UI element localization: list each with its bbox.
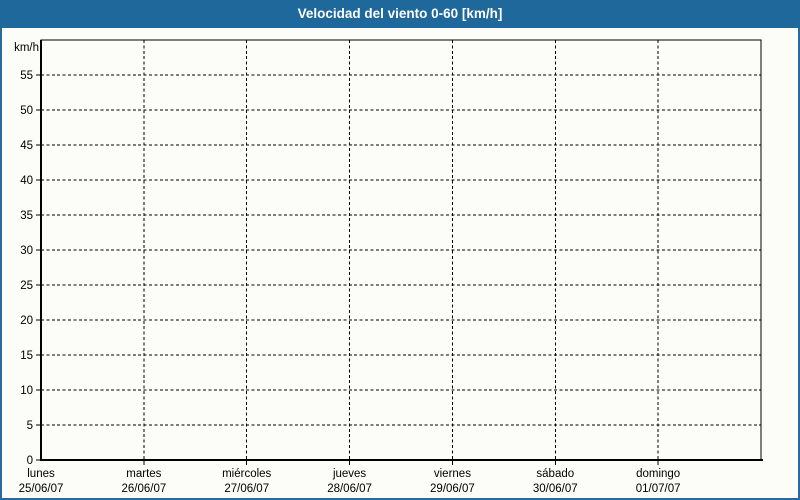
x-date-label: 26/06/07 [121, 483, 166, 495]
x-date-label: 28/06/07 [327, 483, 372, 495]
x-date-label: 30/06/07 [533, 483, 578, 495]
y-tick-label: 55 [20, 70, 33, 82]
y-tick-label: 0 [27, 455, 33, 467]
y-tick-label: 5 [27, 420, 33, 432]
x-day-label: martes [126, 468, 161, 480]
x-day-label: sábado [536, 468, 574, 480]
x-day-label: miércoles [222, 468, 271, 480]
chart-title: Velocidad del viento 0-60 [km/h] [297, 6, 503, 21]
x-date-label: 01/07/07 [636, 483, 681, 495]
chart-title-bar: Velocidad del viento 0-60 [km/h] [0, 0, 800, 28]
y-tick-label: 50 [20, 105, 33, 117]
x-date-label: 27/06/07 [224, 483, 269, 495]
y-tick-label: 15 [20, 350, 33, 362]
y-tick-label: 35 [20, 210, 33, 222]
x-date-label: 29/06/07 [430, 483, 475, 495]
y-tick-label: 20 [20, 315, 33, 327]
x-day-label: viernes [434, 468, 471, 480]
y-tick-label: 30 [20, 245, 33, 257]
x-day-label: domingo [636, 468, 680, 480]
y-axis-unit-label: km/h [14, 42, 39, 54]
y-tick-label: 25 [20, 280, 33, 292]
x-day-label: jueves [332, 468, 366, 480]
y-tick-label: 10 [20, 385, 33, 397]
y-tick-label: 45 [20, 140, 33, 152]
y-tick-label: 40 [20, 175, 33, 187]
x-date-label: 25/06/07 [19, 483, 64, 495]
x-day-label: lunes [27, 468, 55, 480]
